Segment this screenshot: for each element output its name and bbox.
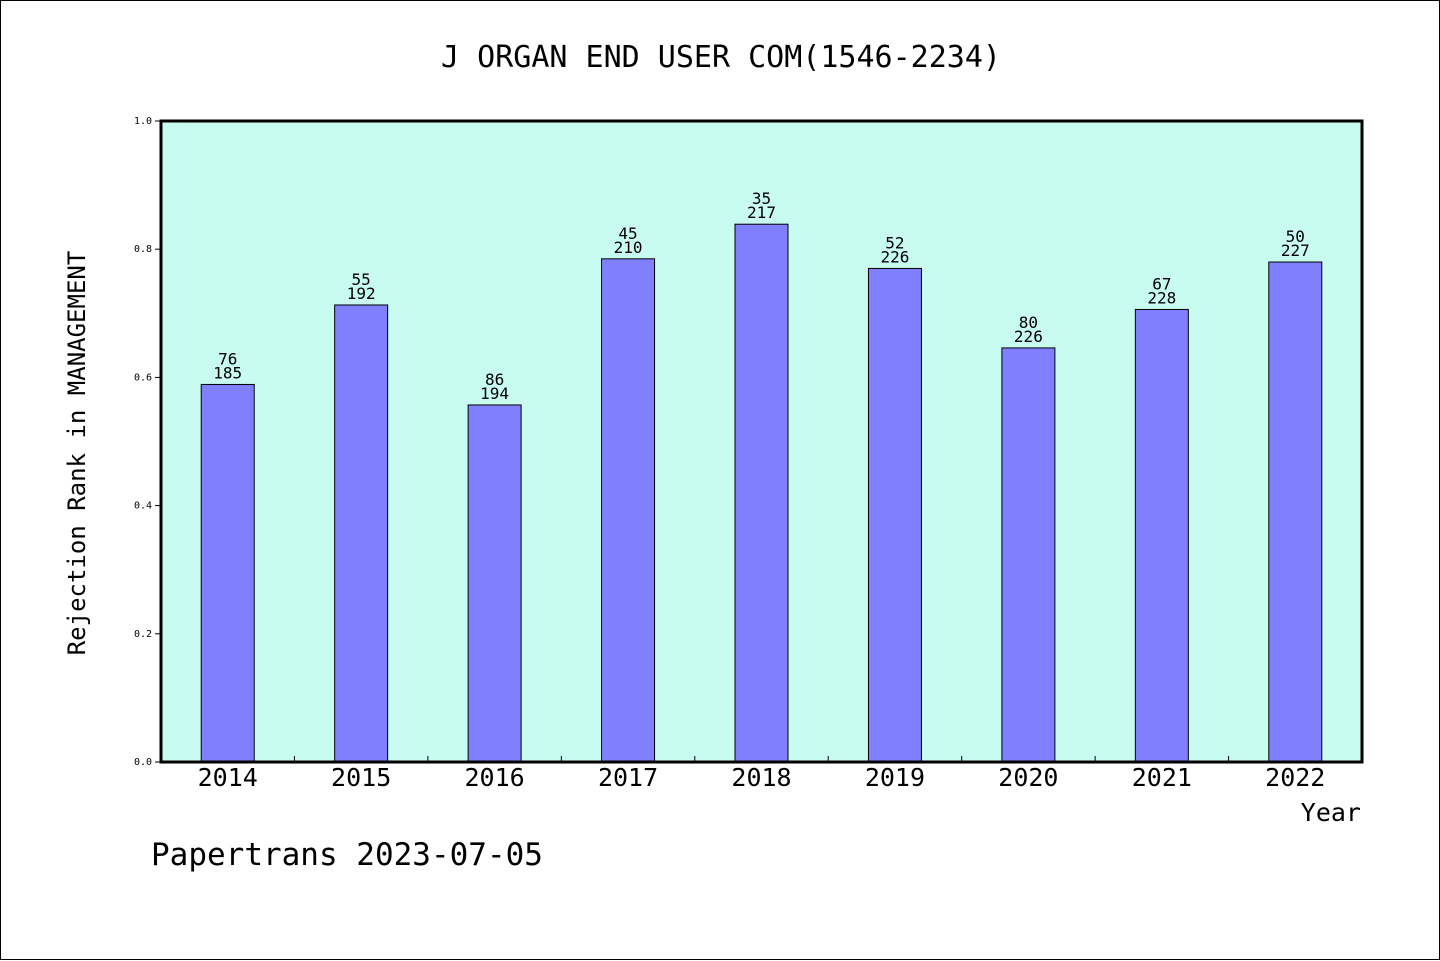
data-label-top-2016: 86 xyxy=(485,370,504,389)
x-tick-label-2018: 2018 xyxy=(731,763,791,792)
data-label-bottom-2016: 194 xyxy=(480,384,509,403)
x-tick-label-2014: 2014 xyxy=(198,763,258,792)
data-label-top-2021: 67 xyxy=(1152,274,1171,293)
data-label-bottom-2015: 192 xyxy=(347,284,376,303)
data-label-top-2020: 80 xyxy=(1019,313,1038,332)
x-tick-label-2022: 2022 xyxy=(1265,763,1325,792)
data-label-bottom-2022: 227 xyxy=(1281,241,1310,260)
x-axis: 2014 2015 2016 2017 2018 2019 2020 2021 2022 xyxy=(198,756,1325,792)
data-label-bottom-2020: 226 xyxy=(1014,327,1043,346)
x-tick-label-2015: 2015 xyxy=(331,763,391,792)
y-tick-label: 1.0 xyxy=(134,116,152,127)
data-label-bottom-2014: 185 xyxy=(213,363,242,382)
x-tick-label-2017: 2017 xyxy=(598,763,658,792)
bar-2020 xyxy=(1001,347,1056,763)
bar-2014 xyxy=(200,383,255,763)
bar-2019 xyxy=(867,267,922,763)
bar-2015 xyxy=(334,304,389,763)
bar-2022 xyxy=(1268,261,1323,763)
data-label-bottom-2018: 217 xyxy=(747,203,776,222)
y-tick-label: 0.8 xyxy=(134,244,152,255)
bars-group xyxy=(200,223,1323,763)
data-label-top-2017: 45 xyxy=(618,224,637,243)
data-label-bottom-2017: 210 xyxy=(614,238,643,257)
data-label-top-2019: 52 xyxy=(885,233,904,252)
x-axis-label: Year xyxy=(1301,798,1361,827)
y-tick-label: 0.6 xyxy=(134,372,152,383)
y-tick-label: 0.2 xyxy=(134,629,152,640)
x-tick-label-2016: 2016 xyxy=(465,763,525,792)
x-tick-label-2020: 2020 xyxy=(998,763,1058,792)
data-label-top-2015: 55 xyxy=(352,270,371,289)
chart-title: J ORGAN END USER COM(1546-2234) xyxy=(441,40,1001,75)
bar-2016 xyxy=(467,404,522,763)
data-label-top-2018: 35 xyxy=(752,189,771,208)
x-tick-label-2021: 2021 xyxy=(1132,763,1192,792)
bar-2018 xyxy=(734,223,789,763)
data-label-bottom-2021: 228 xyxy=(1147,288,1176,307)
data-label-bottom-2019: 226 xyxy=(880,247,909,266)
bar-2017 xyxy=(601,258,656,763)
y-axis-label: Rejection Rank in MANAGEMENT xyxy=(63,251,91,656)
plot-border xyxy=(159,119,1364,764)
y-axis: 0.0 0.2 0.4 0.6 0.8 1.0 xyxy=(134,116,161,768)
bar-2021 xyxy=(1134,308,1189,763)
y-tick-label: 0.0 xyxy=(134,757,152,768)
data-label-top-2022: 50 xyxy=(1286,227,1305,246)
value-labels-group: 7618555192861944521035217522268022667228… xyxy=(213,189,1309,403)
y-tick-label: 0.4 xyxy=(134,501,152,512)
x-tick-label-2019: 2019 xyxy=(865,763,925,792)
footer-credit: Papertrans 2023-07-05 xyxy=(151,837,543,873)
data-label-top-2014: 76 xyxy=(218,349,237,368)
